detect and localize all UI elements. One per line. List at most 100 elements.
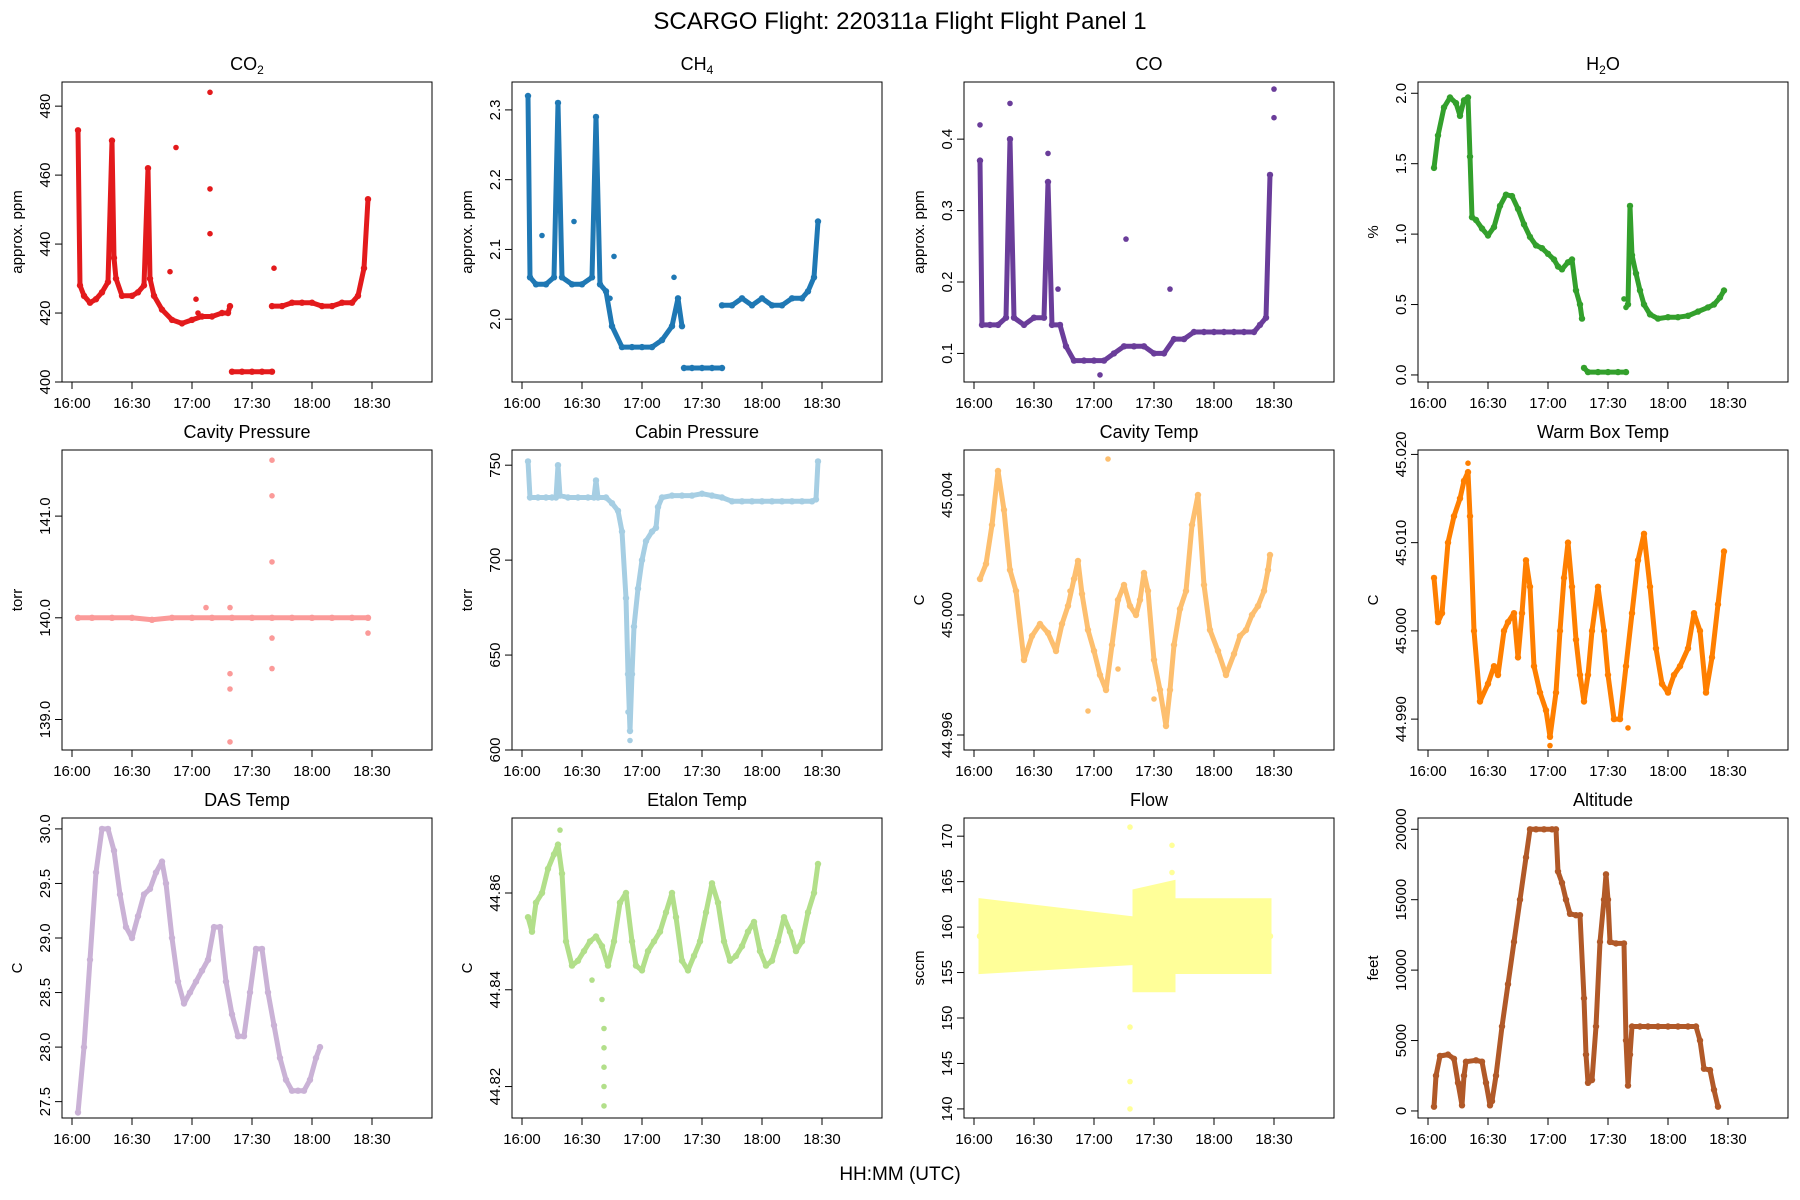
data-point — [306, 1076, 314, 1084]
data-point — [1576, 671, 1584, 679]
x-tick-label: 16:30 — [1469, 1131, 1507, 1148]
data-point — [678, 492, 686, 499]
outlier-point — [1097, 372, 1103, 378]
plot-frame — [61, 449, 433, 751]
data-point — [204, 956, 212, 963]
panel-title-warm-box-temp: Warm Box Temp — [1537, 422, 1669, 442]
data-point — [1456, 112, 1464, 120]
data-point — [224, 309, 232, 317]
data-point — [1536, 689, 1544, 696]
plot-frame — [963, 81, 1335, 383]
data-point — [592, 933, 600, 940]
data-point — [158, 858, 166, 865]
data-point — [180, 1000, 188, 1007]
panel-ch4: CH4 16:00 16:30 17:00 17:30 18:00 18:30 2.0 2.1 2… — [459, 54, 883, 412]
data-point — [622, 594, 630, 602]
outlier-point — [601, 1064, 607, 1070]
x-tick-label: 18:30 — [1255, 763, 1293, 780]
y-tick-label: 29.0 — [37, 923, 54, 952]
x-tick-label: 16:00 — [955, 763, 993, 780]
data-point — [226, 302, 234, 310]
data-point — [1464, 468, 1472, 476]
data-point — [298, 299, 306, 306]
data-point — [1624, 1082, 1632, 1089]
data-point — [622, 889, 630, 897]
outlier-point — [977, 122, 983, 128]
data-point — [1628, 1023, 1636, 1030]
data-point — [804, 909, 812, 916]
outlier-point — [1127, 1106, 1133, 1112]
y-tick-label: 10000 — [1393, 949, 1410, 991]
data-point — [1588, 627, 1596, 635]
data-point — [1604, 368, 1612, 376]
y-tick-label: 400 — [37, 369, 54, 394]
y-tick-label: 140 — [939, 1096, 956, 1121]
x-tick-label: 18:30 — [1709, 395, 1747, 412]
x-tick-label: 18:00 — [293, 395, 331, 412]
data-point — [1558, 879, 1566, 886]
data-point — [550, 851, 558, 858]
data-point — [1170, 641, 1178, 649]
x-tick-label: 16:30 — [113, 1131, 151, 1148]
data-point — [1074, 557, 1082, 565]
data-point — [1438, 610, 1446, 617]
data-point — [288, 299, 296, 306]
data-point — [780, 914, 788, 921]
data-point — [1056, 321, 1064, 329]
panel-title-co: CO — [1136, 54, 1163, 74]
y-tick-label: 0.4 — [939, 129, 956, 150]
data-point — [1130, 343, 1138, 350]
data-point — [798, 295, 806, 302]
data-point — [228, 1011, 236, 1018]
y-tick-label: 155 — [939, 960, 956, 985]
panel-title-flow: Flow — [1130, 790, 1169, 810]
data-point — [1120, 343, 1128, 350]
data-point — [1466, 153, 1474, 160]
data-point — [168, 934, 176, 942]
y-tick-label: 0.5 — [1393, 294, 1410, 315]
panel-title-ch4: CH4 — [681, 54, 714, 77]
data-point — [328, 614, 336, 621]
data-point — [1256, 321, 1264, 329]
data-point — [658, 494, 666, 501]
outlier-point — [207, 186, 213, 192]
data-point — [338, 299, 346, 306]
data-point — [86, 956, 94, 963]
y-axis-label: sccm — [911, 951, 928, 986]
data-point — [1500, 627, 1508, 635]
outlier-point — [601, 1025, 607, 1032]
data-point — [1664, 1023, 1672, 1030]
data-point — [1706, 1066, 1714, 1074]
x-tick-label: 17:00 — [1075, 763, 1113, 780]
x-tick-label: 17:30 — [233, 395, 271, 412]
data-point — [1254, 602, 1262, 610]
data-point — [234, 1033, 242, 1040]
outlier-point — [1115, 666, 1121, 672]
data-point — [208, 313, 216, 320]
data-point — [654, 503, 662, 511]
y-tick-label: 45.004 — [939, 472, 956, 518]
panel-title-cavity-pressure: Cavity Pressure — [183, 422, 310, 442]
data-point — [1526, 233, 1534, 241]
data-point — [642, 537, 650, 545]
data-point — [1006, 135, 1014, 143]
data-point — [198, 313, 206, 320]
data-point — [648, 528, 656, 535]
data-point — [1628, 252, 1636, 259]
y-tick-label: 30.0 — [37, 814, 54, 843]
data-point — [1006, 566, 1014, 574]
x-tick-label: 16:30 — [1015, 763, 1053, 780]
data-point — [750, 918, 758, 926]
data-point — [594, 494, 602, 501]
data-point — [364, 614, 372, 621]
data-point — [1596, 938, 1604, 946]
data-point — [1020, 656, 1028, 664]
data-point — [588, 274, 596, 281]
data-point — [1052, 647, 1060, 655]
data-point — [1020, 321, 1028, 329]
data-point — [1102, 686, 1110, 694]
data-point — [1490, 223, 1498, 231]
x-tick-label: 17:30 — [233, 1131, 271, 1148]
x-tick-label: 16:30 — [1015, 1131, 1053, 1148]
